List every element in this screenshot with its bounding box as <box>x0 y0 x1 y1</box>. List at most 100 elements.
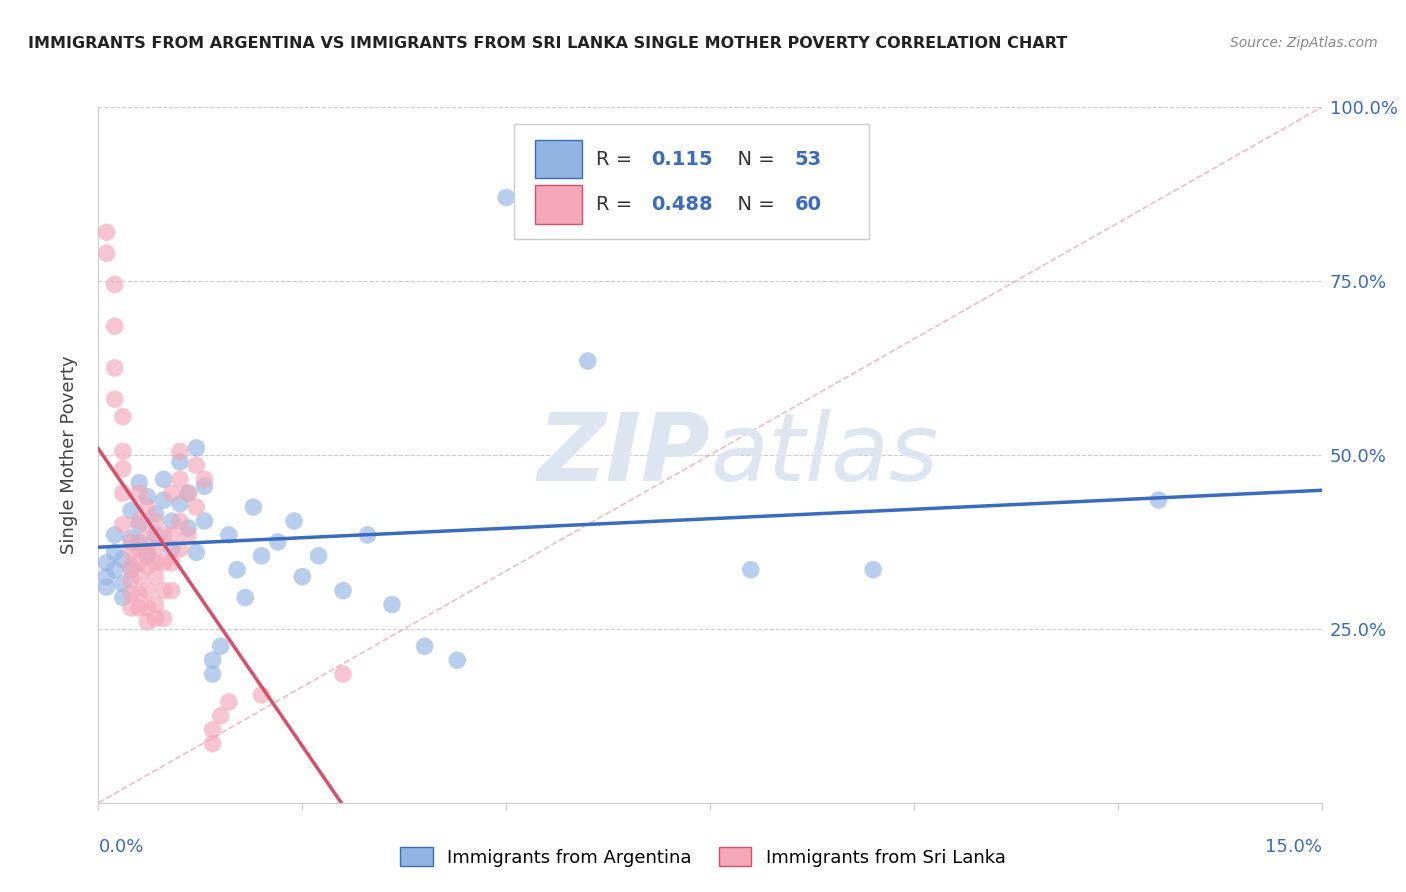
Point <box>1147 493 1170 508</box>
Point <box>145 611 167 625</box>
Point <box>136 601 159 615</box>
Point <box>177 486 200 500</box>
Point <box>111 591 134 605</box>
Point <box>120 601 142 615</box>
Text: IMMIGRANTS FROM ARGENTINA VS IMMIGRANTS FROM SRI LANKA SINGLE MOTHER POVERTY COR: IMMIGRANTS FROM ARGENTINA VS IMMIGRANTS … <box>28 36 1067 51</box>
Text: atlas: atlas <box>710 409 938 500</box>
Point <box>218 695 240 709</box>
Point <box>104 528 127 542</box>
Point <box>136 615 159 629</box>
Text: R =: R = <box>596 150 638 169</box>
Point <box>104 360 127 375</box>
Point <box>104 277 127 292</box>
Point <box>128 541 150 556</box>
Point <box>186 500 208 514</box>
Text: 53: 53 <box>794 150 821 169</box>
FancyBboxPatch shape <box>536 140 582 178</box>
Text: N =: N = <box>724 150 780 169</box>
Point <box>576 354 599 368</box>
Point <box>120 503 142 517</box>
Point <box>152 611 174 625</box>
Point <box>332 667 354 681</box>
Point <box>128 556 150 570</box>
Point <box>332 583 354 598</box>
Point <box>145 528 167 542</box>
Point <box>193 479 215 493</box>
Point <box>120 535 142 549</box>
Point <box>145 541 167 556</box>
Point <box>128 570 150 584</box>
Point <box>283 514 305 528</box>
Point <box>128 517 150 532</box>
Legend: Immigrants from Argentina, Immigrants from Sri Lanka: Immigrants from Argentina, Immigrants fr… <box>394 840 1012 874</box>
Point <box>136 549 159 563</box>
Point <box>169 497 191 511</box>
Point <box>201 723 224 737</box>
Point <box>96 556 118 570</box>
Point <box>104 545 127 559</box>
Point <box>136 559 159 574</box>
Point <box>177 486 200 500</box>
Point <box>381 598 404 612</box>
Point <box>120 545 142 559</box>
Point <box>96 246 118 260</box>
Point <box>111 552 134 566</box>
Point <box>201 653 224 667</box>
Text: N =: N = <box>724 195 780 214</box>
Point <box>152 556 174 570</box>
Point <box>104 563 127 577</box>
Point <box>186 441 208 455</box>
Text: R =: R = <box>596 195 638 214</box>
Point <box>160 556 183 570</box>
Point <box>218 528 240 542</box>
Text: 15.0%: 15.0% <box>1264 838 1322 855</box>
Point <box>111 576 134 591</box>
Point <box>120 532 142 546</box>
Point <box>169 455 191 469</box>
Point <box>128 514 150 528</box>
Point <box>111 486 134 500</box>
Point <box>226 563 249 577</box>
Point <box>152 528 174 542</box>
Y-axis label: Single Mother Poverty: Single Mother Poverty <box>59 356 77 554</box>
Point <box>104 319 127 334</box>
Point <box>136 500 159 514</box>
Text: 0.0%: 0.0% <box>98 838 143 855</box>
Point <box>267 535 290 549</box>
Point <box>209 639 232 653</box>
Point <box>104 392 127 407</box>
Point <box>201 667 224 681</box>
Point <box>96 225 118 239</box>
Point <box>145 570 167 584</box>
Point <box>111 409 134 424</box>
Text: ZIP: ZIP <box>537 409 710 501</box>
Point <box>152 472 174 486</box>
Point <box>160 528 183 542</box>
Point <box>740 563 762 577</box>
Point <box>128 601 150 615</box>
Point <box>495 190 517 204</box>
Text: 60: 60 <box>794 195 821 214</box>
Point <box>160 514 183 528</box>
Point <box>169 514 191 528</box>
Point <box>136 528 159 542</box>
Text: 0.115: 0.115 <box>651 150 713 169</box>
Point <box>120 587 142 601</box>
Point <box>111 462 134 476</box>
Point <box>128 475 150 490</box>
Point <box>145 598 167 612</box>
Point <box>242 500 264 514</box>
Text: 0.488: 0.488 <box>651 195 713 214</box>
Point <box>186 458 208 473</box>
FancyBboxPatch shape <box>515 124 869 239</box>
Point <box>145 507 167 521</box>
Point <box>128 587 150 601</box>
FancyBboxPatch shape <box>536 186 582 224</box>
Point <box>160 583 183 598</box>
Point <box>160 486 183 500</box>
Point <box>136 545 159 559</box>
Point <box>193 514 215 528</box>
Point <box>96 570 118 584</box>
Point <box>120 573 142 587</box>
Point <box>193 472 215 486</box>
